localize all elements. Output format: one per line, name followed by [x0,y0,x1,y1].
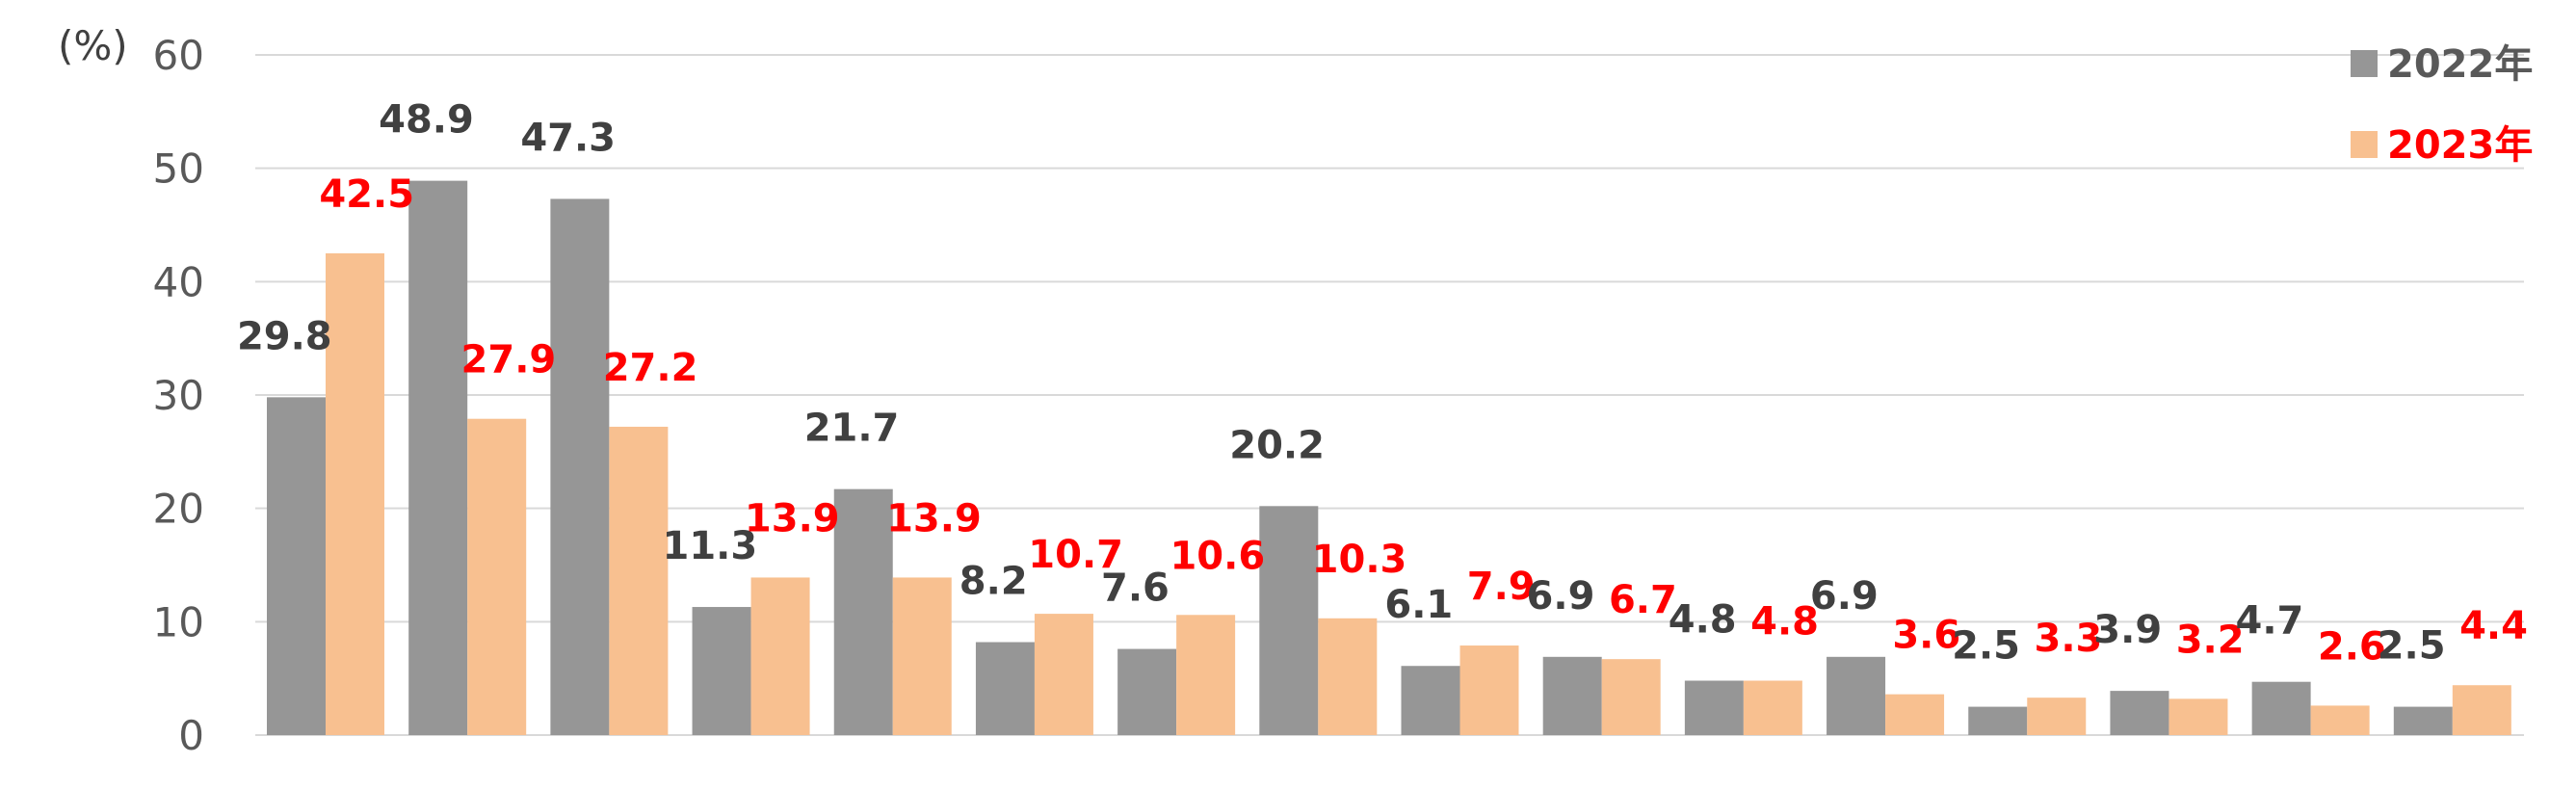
data-label-2022: 8.2 [959,560,1028,604]
bar-2022 [692,607,751,735]
data-label-2023: 3.6 [1892,614,1960,658]
data-label-2022: 6.1 [1384,583,1453,627]
data-label-2023: 10.6 [1170,534,1265,578]
y-tick-label: 0 [178,712,204,759]
bar-2022 [975,642,1035,735]
bar-2022 [2251,681,2311,735]
y-tick-label: 50 [153,145,204,193]
bar-2023 [2452,685,2511,735]
data-label-2022: 6.9 [1527,574,1595,619]
bar-2022 [2393,706,2453,735]
data-label-2023: 2.6 [2318,624,2386,669]
data-label-2023: 3.2 [2176,618,2245,662]
data-label-2022: 7.6 [1101,566,1170,611]
bar-2023 [750,577,810,735]
bar-2023 [609,426,669,735]
bar-2023 [1034,614,1093,735]
bar-2022 [267,397,326,735]
y-tick-label: 20 [153,486,204,533]
data-labels: 29.842.548.927.947.327.211.313.921.713.9… [237,98,2528,670]
legend: 2022年 2023年 [2351,42,2533,168]
legend-label-2023: 2023年 [2387,123,2533,168]
data-label-2023: 10.3 [1312,538,1407,582]
bar-2022 [408,180,468,736]
data-label-2022: 20.2 [1229,423,1325,467]
bar-2022 [1684,680,1744,735]
bar-2023 [1176,615,1236,735]
y-axis-ticks: 0 10 20 30 40 50 60 [153,32,204,759]
bar-2023 [2027,698,2087,735]
legend-swatch-2022 [2351,50,2378,77]
data-label-2022: 21.7 [804,407,900,451]
data-label-2023: 42.5 [319,172,414,217]
bar-2023 [1743,680,1802,735]
bar-2023 [892,577,952,735]
data-label-2023: 10.7 [1028,533,1123,577]
legend-label-2022: 2022年 [2387,42,2533,87]
bar-2023 [467,418,527,735]
data-label-2023: 27.9 [461,338,557,382]
bars [267,180,2511,736]
data-label-2022: 6.9 [1810,574,1879,619]
y-tick-label: 40 [153,258,204,305]
data-label-2022: 48.9 [379,98,474,143]
bar-2022 [550,198,610,736]
data-label-2023: 3.3 [2035,617,2103,661]
bar-2023 [326,252,384,735]
y-tick-label: 10 [153,598,204,645]
data-label-2023: 4.8 [1750,600,1819,645]
bar-2023 [1885,694,1945,735]
data-label-2023: 4.4 [2459,604,2528,648]
y-axis-unit-label: (%) [58,22,128,69]
data-label-2023: 27.2 [603,346,698,390]
data-label-2022: 47.3 [520,116,616,160]
bar-2022 [2110,691,2169,735]
data-label-2022: 2.5 [2378,624,2446,669]
bar-2022 [1401,666,1460,735]
data-label-2023: 13.9 [886,496,982,540]
data-label-2022: 2.5 [1952,624,2020,669]
bar-2022 [1827,656,1886,735]
data-label-2022: 11.3 [663,524,758,568]
bar-2023 [2310,705,2370,735]
data-label-2022: 4.8 [1669,598,1737,643]
y-tick-label: 60 [153,32,204,79]
data-label-2022: 4.7 [2235,599,2303,644]
data-label-2022: 3.9 [2093,608,2162,652]
data-label-2022: 29.8 [237,314,332,358]
data-label-2023: 13.9 [745,496,840,540]
bar-2023 [1318,618,1378,735]
bar-2022 [1117,648,1177,735]
bar-2022 [1968,706,2028,735]
legend-swatch-2023 [2351,131,2378,158]
data-label-2023: 7.9 [1467,565,1536,609]
bar-2023 [2169,698,2228,735]
bar-2022 [1259,506,1319,735]
data-label-2023: 6.7 [1609,578,1677,622]
bar-2023 [1459,645,1519,735]
bar-2022 [833,488,893,735]
bar-2022 [1542,656,1602,735]
bar-2023 [1601,659,1661,735]
y-tick-label: 30 [153,372,204,419]
